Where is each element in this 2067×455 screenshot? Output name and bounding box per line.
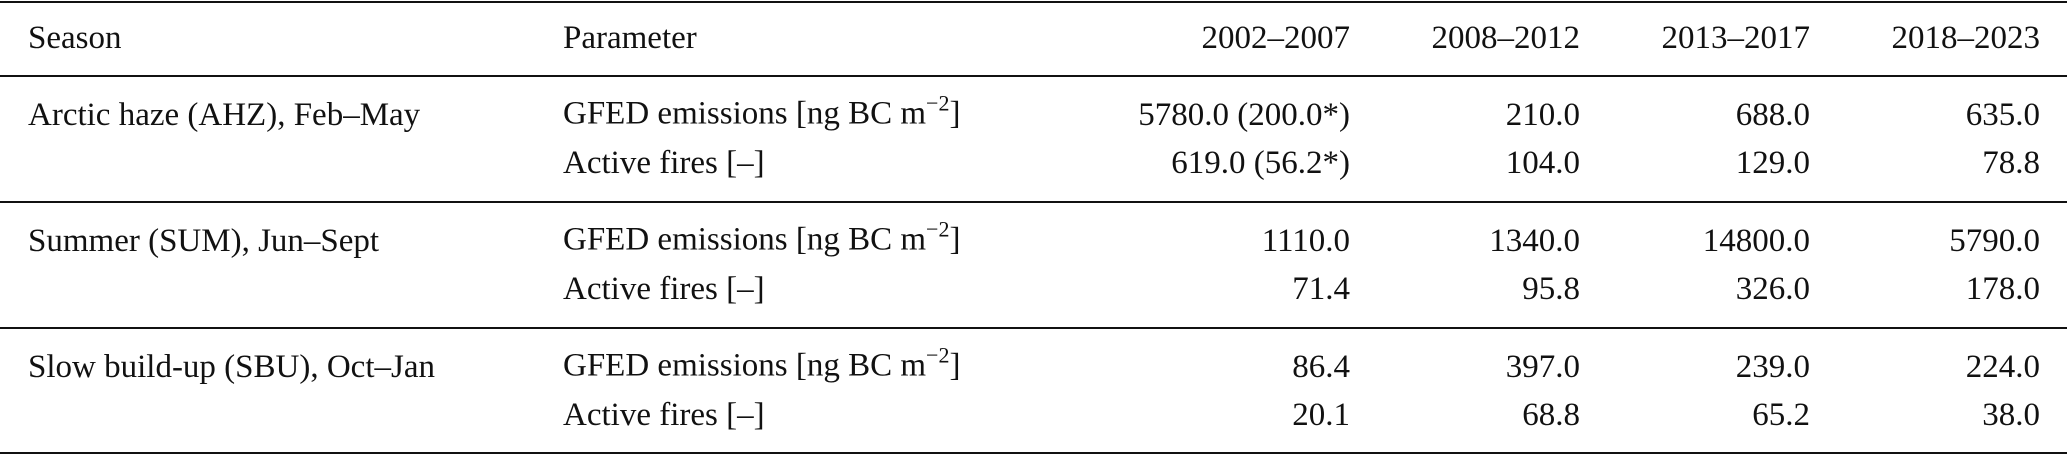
group-rule <box>0 327 2067 329</box>
unit-bracket: ] <box>949 95 961 132</box>
value-cell: 224.0 <box>1965 349 2040 385</box>
value-cell: 68.8 <box>1522 397 1580 433</box>
value-cell: 14800.0 <box>1702 223 1810 259</box>
parameter-label: GFED emissions [ng BC m−2] <box>563 342 961 389</box>
value-cell: 5780.0 (200.0*) <box>1138 97 1350 133</box>
header-period: 2013–2017 <box>1661 20 1811 56</box>
parameter-label: Active fires [–] <box>563 395 765 435</box>
value-cell: 65.2 <box>1752 397 1810 433</box>
value-cell: 239.0 <box>1735 349 1810 385</box>
value-cell: 178.0 <box>1965 271 2040 307</box>
value-cell: 210.0 <box>1505 97 1580 133</box>
group-rule <box>0 201 2067 203</box>
unit-exponent: −2 <box>926 342 950 368</box>
parameter-label: Active fires [–] <box>563 143 765 183</box>
value-cell: 78.8 <box>1982 145 2040 181</box>
header-rule <box>0 75 2067 77</box>
parameter-text: GFED emissions [ng BC m <box>563 95 927 132</box>
parameter-text: Active fires [–] <box>563 397 765 433</box>
top-rule <box>0 1 2067 3</box>
value-cell: 326.0 <box>1735 271 1810 307</box>
unit-exponent: −2 <box>926 90 950 116</box>
parameter-text: Active fires [–] <box>563 145 765 181</box>
value-cell: 1110.0 <box>1261 223 1350 259</box>
parameter-label: GFED emissions [ng BC m−2] <box>563 90 961 137</box>
value-cell: 86.4 <box>1292 349 1350 385</box>
header-period: 2002–2007 <box>1201 20 1351 56</box>
value-cell: 71.4 <box>1292 271 1350 307</box>
value-cell: 397.0 <box>1505 349 1580 385</box>
unit-bracket: ] <box>949 221 961 258</box>
value-cell: 95.8 <box>1522 271 1580 307</box>
header-season: Season <box>28 20 122 56</box>
value-cell: 129.0 <box>1735 145 1810 181</box>
parameter-text: GFED emissions [ng BC m <box>563 221 927 258</box>
parameter-label: GFED emissions [ng BC m−2] <box>563 216 961 263</box>
unit-bracket: ] <box>949 347 961 384</box>
header-parameter: Parameter <box>563 20 697 56</box>
season-label: Slow build-up (SBU), Oct–Jan <box>28 349 435 385</box>
parameter-label: Active fires [–] <box>563 269 765 309</box>
value-cell: 5790.0 <box>1949 223 2040 259</box>
season-label: Arctic haze (AHZ), Feb–May <box>28 97 421 133</box>
value-cell: 20.1 <box>1292 397 1350 433</box>
season-label: Summer (SUM), Jun–Sept <box>28 223 380 259</box>
value-cell: 1340.0 <box>1489 223 1580 259</box>
header-period: 2018–2023 <box>1891 20 2041 56</box>
parameter-text: GFED emissions [ng BC m <box>563 347 927 384</box>
bottom-rule <box>0 452 2067 454</box>
value-cell: 104.0 <box>1505 145 1580 181</box>
value-cell: 619.0 (56.2*) <box>1171 145 1350 181</box>
header-period: 2008–2012 <box>1431 20 1581 56</box>
value-cell: 38.0 <box>1982 397 2040 433</box>
value-cell: 635.0 <box>1965 97 2040 133</box>
parameter-text: Active fires [–] <box>563 271 765 307</box>
value-cell: 688.0 <box>1735 97 1810 133</box>
unit-exponent: −2 <box>926 216 950 242</box>
